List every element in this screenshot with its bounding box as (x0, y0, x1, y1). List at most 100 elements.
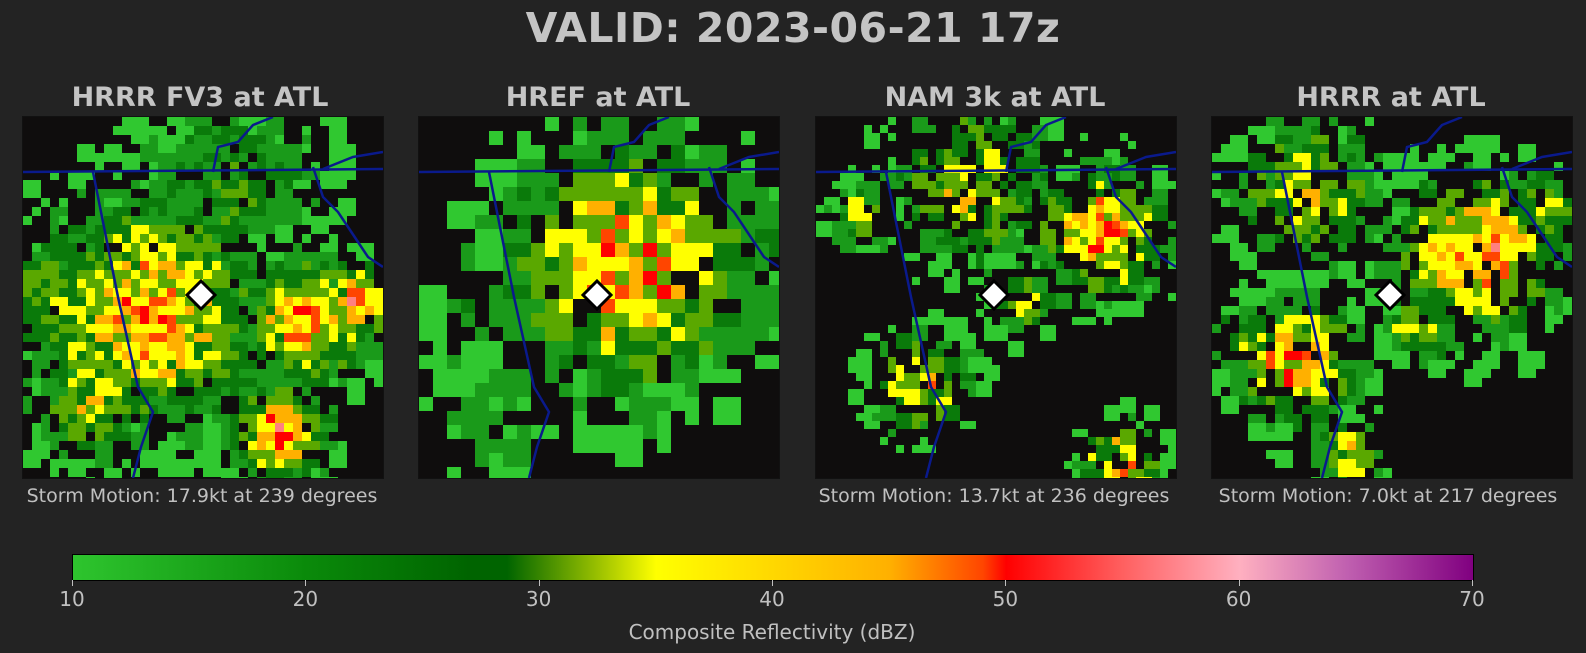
reflectivity-cell (284, 252, 293, 261)
reflectivity-cell (176, 216, 185, 225)
reflectivity-cell (1302, 243, 1311, 252)
reflectivity-cell (1120, 453, 1128, 461)
reflectivity-cell (1000, 301, 1008, 309)
reflectivity-cell (936, 261, 944, 269)
reflectivity-cell (203, 369, 212, 378)
reflectivity-cell (1239, 396, 1248, 405)
reflectivity-cell (32, 432, 41, 441)
reflectivity-cell (59, 405, 68, 414)
reflectivity-cell (104, 324, 113, 333)
reflectivity-cell (275, 216, 284, 225)
reflectivity-cell (1464, 252, 1473, 261)
reflectivity-cell (95, 216, 104, 225)
reflectivity-cell (685, 257, 699, 271)
reflectivity-cell (365, 369, 374, 378)
reflectivity-cell (86, 459, 95, 468)
colorbar-tick-label: 70 (1459, 587, 1485, 611)
reflectivity-cell (1320, 225, 1329, 234)
reflectivity-cell (1284, 288, 1293, 297)
colorbar-tick (1005, 580, 1007, 586)
reflectivity-cell (113, 360, 122, 369)
reflectivity-cell (433, 341, 447, 355)
reflectivity-cell (992, 189, 1000, 197)
reflectivity-cell (1120, 285, 1128, 293)
reflectivity-cell (1302, 234, 1311, 243)
reflectivity-cell (1040, 197, 1048, 205)
reflectivity-cell (1239, 342, 1248, 351)
reflectivity-cell (50, 351, 59, 360)
reflectivity-cell (601, 439, 615, 453)
reflectivity-cell (1160, 477, 1168, 478)
reflectivity-cell (1509, 306, 1518, 315)
reflectivity-cell (113, 270, 122, 279)
reflectivity-cell (284, 378, 293, 387)
reflectivity-cell (311, 333, 320, 342)
reflectivity-cell (338, 441, 347, 450)
reflectivity-cell (329, 153, 338, 162)
reflectivity-cell (86, 243, 95, 252)
reflectivity-cell (311, 405, 320, 414)
reflectivity-cell (248, 216, 257, 225)
reflectivity-cell (50, 441, 59, 450)
reflectivity-cell (1365, 162, 1374, 171)
reflectivity-cell (302, 180, 311, 189)
reflectivity-cell (1293, 306, 1302, 315)
reflectivity-cell (1311, 162, 1320, 171)
reflectivity-cell (122, 315, 131, 324)
reflectivity-cell (657, 411, 671, 425)
reflectivity-cell (928, 165, 936, 173)
reflectivity-cell (77, 360, 86, 369)
reflectivity-cell (912, 253, 920, 261)
reflectivity-cell (699, 243, 713, 257)
reflectivity-cell (1356, 441, 1365, 450)
reflectivity-cell (1410, 324, 1419, 333)
reflectivity-cell (266, 396, 275, 405)
reflectivity-cell (1320, 324, 1329, 333)
reflectivity-cell (1464, 261, 1473, 270)
reflectivity-cell (573, 117, 587, 131)
reflectivity-cell (1056, 205, 1064, 213)
reflectivity-cell (1064, 245, 1072, 253)
reflectivity-cell (984, 117, 992, 125)
reflectivity-cell (194, 207, 203, 216)
reflectivity-cell (347, 306, 356, 315)
reflectivity-cell (50, 225, 59, 234)
reflectivity-cell (293, 432, 302, 441)
reflectivity-cell (284, 288, 293, 297)
reflectivity-cell (1072, 469, 1080, 477)
reflectivity-cell (365, 261, 374, 270)
reflectivity-cell (131, 162, 140, 171)
reflectivity-cell (194, 162, 203, 171)
reflectivity-cell (1473, 261, 1482, 270)
reflectivity-cell (1338, 441, 1347, 450)
reflectivity-cell (1008, 173, 1016, 181)
reflectivity-cell (1284, 396, 1293, 405)
reflectivity-cell (167, 117, 176, 126)
reflectivity-cell (559, 243, 573, 257)
reflectivity-cell (176, 297, 185, 306)
reflectivity-cell (629, 187, 643, 201)
reflectivity-cell (912, 157, 920, 165)
reflectivity-cell (158, 189, 167, 198)
reflectivity-cell (1072, 453, 1080, 461)
reflectivity-cell (1455, 342, 1464, 351)
reflectivity-cell (1168, 245, 1176, 261)
reflectivity-cell (699, 327, 713, 341)
reflectivity-cell (1311, 342, 1320, 351)
reflectivity-cell (311, 288, 320, 297)
reflectivity-cell (920, 445, 928, 453)
reflectivity-cell (1518, 180, 1527, 189)
reflectivity-cell (1500, 180, 1509, 189)
reflectivity-cell (1446, 252, 1455, 261)
reflectivity-cell (68, 468, 77, 477)
state-boundary-line (718, 150, 779, 171)
reflectivity-cell (1500, 279, 1518, 297)
reflectivity-cell (41, 423, 50, 432)
reflectivity-cell (212, 162, 221, 171)
map-panel-hrrr-fv3 (22, 116, 384, 479)
reflectivity-cell (1293, 387, 1302, 396)
reflectivity-cell (559, 327, 573, 341)
reflectivity-cell (1112, 245, 1120, 253)
reflectivity-cell (1275, 180, 1284, 189)
reflectivity-cell (293, 252, 302, 261)
